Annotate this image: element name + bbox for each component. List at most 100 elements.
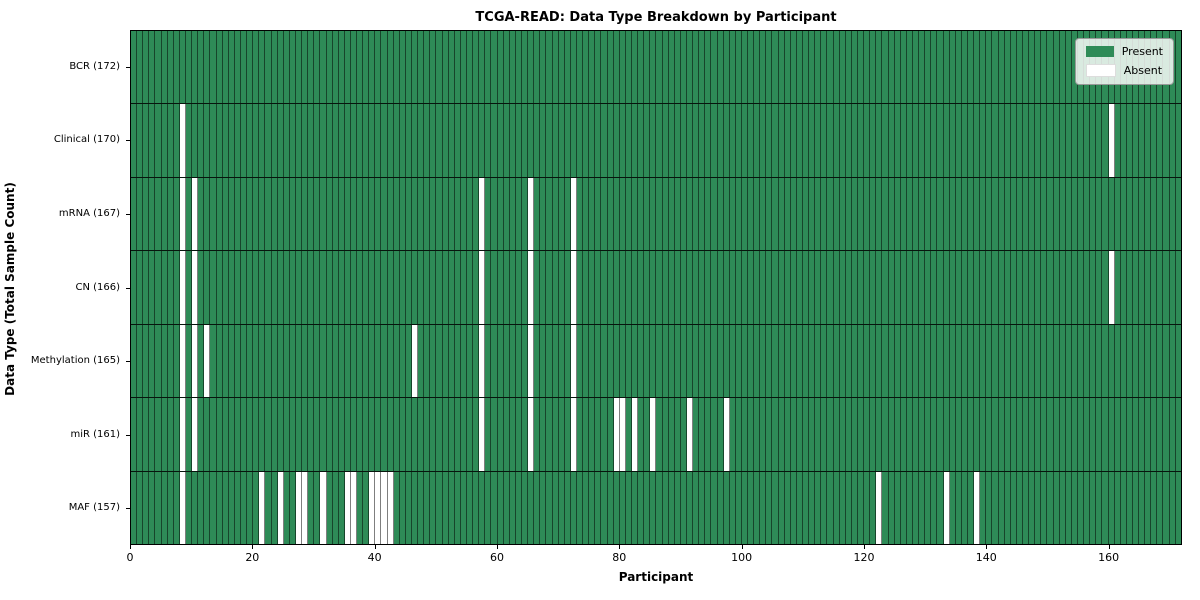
present-cell bbox=[289, 177, 296, 251]
present-cell bbox=[357, 177, 364, 251]
present-cell bbox=[271, 31, 278, 104]
present-cell bbox=[796, 324, 804, 398]
present-cell bbox=[534, 104, 541, 177]
present-cell bbox=[925, 177, 932, 251]
present-cell bbox=[986, 31, 993, 104]
present-cell bbox=[803, 471, 810, 544]
present-cell bbox=[723, 471, 730, 544]
present-cell bbox=[992, 104, 999, 177]
present-cell bbox=[705, 31, 712, 104]
present-cell bbox=[1004, 398, 1011, 471]
present-cell bbox=[1114, 251, 1121, 324]
present-cell bbox=[326, 251, 333, 324]
present-cell bbox=[234, 31, 241, 104]
present-cell bbox=[167, 31, 174, 104]
present-cell bbox=[1151, 104, 1158, 177]
present-cell bbox=[314, 251, 321, 324]
present-cell bbox=[546, 104, 553, 177]
present-cell bbox=[1132, 471, 1140, 544]
present-cell bbox=[937, 471, 944, 544]
present-cell bbox=[234, 177, 241, 251]
present-cell bbox=[790, 251, 797, 324]
present-cell bbox=[381, 104, 388, 177]
present-cell bbox=[937, 31, 944, 104]
present-cell bbox=[1145, 398, 1152, 471]
xtick-label: 80 bbox=[612, 551, 627, 564]
present-cell bbox=[913, 471, 920, 544]
present-cell bbox=[1041, 251, 1048, 324]
present-cell bbox=[473, 251, 480, 324]
present-cell bbox=[748, 104, 755, 177]
present-cell bbox=[790, 324, 797, 398]
absent-cell bbox=[179, 177, 186, 251]
present-cell bbox=[1108, 471, 1115, 544]
present-cell bbox=[173, 398, 180, 471]
present-cell bbox=[540, 251, 547, 324]
present-cell bbox=[1132, 398, 1140, 471]
present-cell bbox=[998, 104, 1005, 177]
present-cell bbox=[448, 177, 455, 251]
present-cell bbox=[522, 31, 529, 104]
absent-cell bbox=[179, 324, 186, 398]
present-cell bbox=[1114, 104, 1121, 177]
present-cell bbox=[295, 31, 303, 104]
present-cell bbox=[668, 251, 675, 324]
present-cell bbox=[1041, 177, 1048, 251]
present-cell bbox=[534, 324, 541, 398]
present-cell bbox=[1047, 177, 1054, 251]
present-cell bbox=[638, 324, 645, 398]
absent-cell bbox=[350, 471, 358, 544]
present-cell bbox=[228, 251, 235, 324]
present-cell bbox=[796, 31, 804, 104]
present-cell bbox=[943, 31, 950, 104]
present-cell bbox=[882, 31, 889, 104]
present-cell bbox=[332, 471, 339, 544]
present-cell bbox=[699, 104, 706, 177]
present-cell bbox=[558, 324, 565, 398]
absent-cell bbox=[479, 324, 486, 398]
present-cell bbox=[167, 177, 174, 251]
present-cell bbox=[998, 471, 1005, 544]
present-cell bbox=[161, 251, 168, 324]
present-cell bbox=[570, 471, 577, 544]
legend-label: Present bbox=[1121, 45, 1163, 58]
present-cell bbox=[1126, 104, 1133, 177]
present-cell bbox=[1169, 251, 1176, 324]
present-cell bbox=[876, 177, 883, 251]
present-cell bbox=[631, 324, 639, 398]
present-cell bbox=[131, 31, 138, 104]
present-cell bbox=[216, 177, 223, 251]
present-cell bbox=[576, 398, 584, 471]
present-cell bbox=[265, 324, 272, 398]
x-axis-label: Participant bbox=[618, 570, 694, 584]
present-cell bbox=[320, 251, 327, 324]
present-cell bbox=[876, 31, 883, 104]
present-cell bbox=[210, 104, 217, 177]
present-cell bbox=[741, 177, 749, 251]
present-cell bbox=[1065, 471, 1072, 544]
present-cell bbox=[595, 471, 602, 544]
present-cell bbox=[393, 31, 400, 104]
present-cell bbox=[876, 104, 883, 177]
absent-cell bbox=[192, 251, 199, 324]
present-cell bbox=[387, 177, 394, 251]
present-cell bbox=[522, 324, 529, 398]
present-cell bbox=[1120, 104, 1127, 177]
present-cell bbox=[961, 324, 968, 398]
present-cell bbox=[546, 324, 553, 398]
present-cell bbox=[442, 31, 449, 104]
present-cell bbox=[699, 31, 706, 104]
present-cell bbox=[558, 398, 565, 471]
present-cell bbox=[583, 324, 590, 398]
present-cell bbox=[1175, 324, 1181, 398]
present-cell bbox=[631, 177, 639, 251]
present-cell bbox=[778, 471, 785, 544]
present-cell bbox=[283, 251, 290, 324]
present-cell bbox=[839, 31, 846, 104]
present-cell bbox=[613, 104, 620, 177]
present-cell bbox=[833, 324, 840, 398]
present-cell bbox=[967, 471, 975, 544]
present-cell bbox=[870, 251, 877, 324]
present-cell bbox=[876, 324, 883, 398]
present-cell bbox=[155, 251, 162, 324]
